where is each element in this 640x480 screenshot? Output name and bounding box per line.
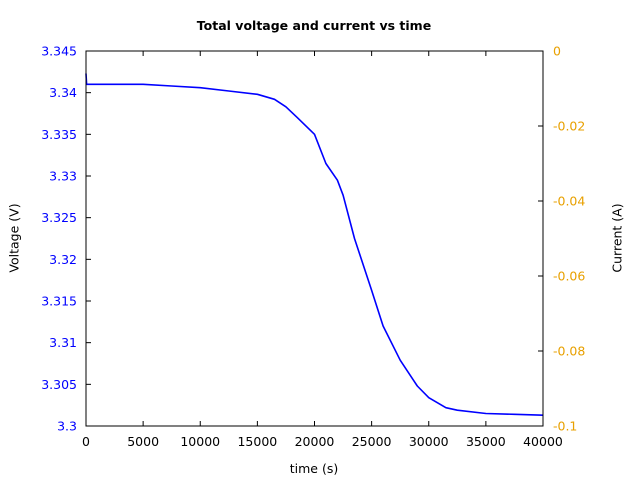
x-tick-label: 25000 — [352, 434, 392, 449]
y-tick-label-left: 3.305 — [41, 377, 77, 392]
x-tick-label: 35000 — [466, 434, 506, 449]
y-tick-label-left: 3.33 — [49, 169, 77, 184]
x-tick-label: 40000 — [523, 434, 563, 449]
y-tick-label-left: 3.335 — [41, 127, 77, 142]
y-tick-label-right: 0 — [553, 44, 561, 59]
y-tick-label-right: -0.1 — [553, 419, 577, 434]
x-tick-label: 20000 — [295, 434, 335, 449]
y-tick-label-left: 3.315 — [41, 294, 77, 309]
y-tick-label-right: -0.04 — [553, 194, 585, 209]
y-tick-label-left: 3.345 — [41, 44, 77, 59]
y-tick-label-right: -0.08 — [553, 344, 585, 359]
y-tick-label-left: 3.325 — [41, 210, 77, 225]
y-tick-label-left: 3.34 — [49, 85, 77, 100]
x-tick-label: 10000 — [180, 434, 220, 449]
series-line-voltage — [85, 73, 544, 416]
y-tick-label-left: 3.32 — [49, 252, 77, 267]
x-tick-label: 30000 — [409, 434, 449, 449]
x-tick-label: 0 — [82, 434, 90, 449]
x-axis-label: time (s) — [289, 461, 339, 476]
y-tick-label-left: 3.3 — [57, 419, 77, 434]
chart-title: Total voltage and current vs time — [196, 18, 432, 33]
y-tick-label-left: 3.31 — [49, 335, 77, 350]
x-tick-label: 15000 — [237, 434, 277, 449]
y-tick-label-right: -0.02 — [553, 119, 585, 134]
y-tick-label-right: -0.06 — [553, 269, 585, 284]
plot-frame — [85, 50, 544, 427]
x-tick-label: 5000 — [127, 434, 159, 449]
